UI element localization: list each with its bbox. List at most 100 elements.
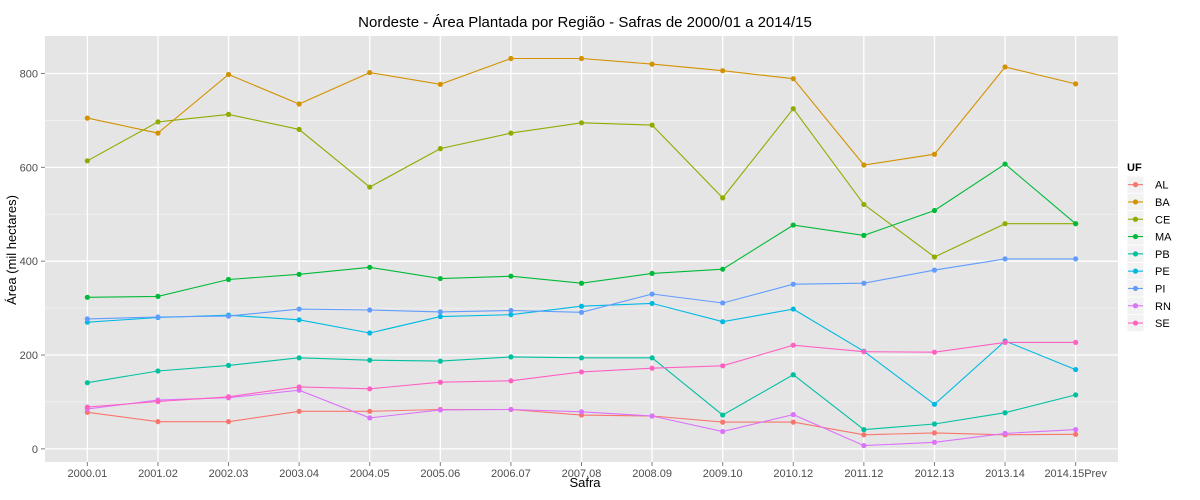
data-point-pi <box>578 309 585 315</box>
x-tick-label: 2004.05 <box>350 468 390 480</box>
data-point-al <box>720 419 726 425</box>
legend-label-al: AL <box>1155 180 1168 192</box>
data-point-ce <box>861 201 867 208</box>
data-point-al <box>296 408 302 414</box>
legend-label-pi: PI <box>1155 283 1165 295</box>
data-point-ba <box>1002 64 1008 70</box>
data-point-ma <box>296 271 302 277</box>
data-point-pi <box>649 291 655 297</box>
data-point-se <box>155 398 161 405</box>
x-tick-label: 2008.09 <box>632 468 672 480</box>
data-point-ma <box>1073 221 1079 227</box>
data-point-ce <box>931 254 938 260</box>
legend-key-point <box>1132 233 1139 240</box>
data-point-se <box>720 363 726 369</box>
x-tick-label: 2005.06 <box>420 468 460 480</box>
x-tick-label: 2002.03 <box>209 468 249 480</box>
x-tick-label: 2000.01 <box>67 468 107 480</box>
data-point-ma <box>84 294 90 300</box>
data-point-ba <box>578 55 585 62</box>
data-point-ce <box>437 145 443 152</box>
major-gridlines <box>45 36 1118 462</box>
data-point-rn <box>508 406 514 413</box>
data-point-ce <box>508 130 514 136</box>
data-point-se <box>225 394 232 400</box>
legend-label-ma: MA <box>1155 232 1172 244</box>
data-point-se <box>508 378 514 384</box>
data-point-ma <box>508 273 514 279</box>
data-point-pb <box>84 380 90 386</box>
legend-key-point <box>1132 251 1139 257</box>
data-point-pi <box>861 280 867 286</box>
data-point-ce <box>367 184 373 190</box>
x-tick-label: 2014.15Prev <box>1044 468 1107 480</box>
data-point-pb <box>649 355 655 361</box>
data-point-al <box>1073 431 1079 437</box>
data-point-pb <box>367 357 373 363</box>
data-point-pb <box>861 427 867 433</box>
data-point-rn <box>720 428 726 435</box>
data-point-pb <box>1073 392 1079 398</box>
data-point-ba <box>649 61 655 67</box>
data-point-al <box>931 430 938 436</box>
data-point-ce <box>225 111 232 117</box>
data-point-ma <box>155 293 161 299</box>
legend-key-point <box>1132 320 1139 326</box>
data-point-se <box>790 342 796 348</box>
data-point-ba <box>437 81 443 87</box>
data-point-se <box>931 349 938 355</box>
data-point-se <box>1073 339 1079 345</box>
x-tick-label: 2006.07 <box>491 468 531 480</box>
x-tick-label: 2011.12 <box>844 468 883 480</box>
data-point-pi <box>508 307 514 314</box>
data-point-rn <box>1002 430 1008 436</box>
data-point-pe <box>931 401 938 407</box>
data-point-se <box>437 379 443 385</box>
y-tick-label: 200 <box>20 350 38 362</box>
data-point-rn <box>931 439 938 445</box>
data-point-rn <box>790 412 796 418</box>
x-tick-label: 2010.12 <box>773 468 813 480</box>
data-point-pb <box>1002 410 1008 416</box>
data-point-ma <box>225 276 232 283</box>
data-point-ba <box>861 162 867 168</box>
data-point-se <box>367 386 373 392</box>
y-axis-title: Área (mil hectares) <box>4 195 19 305</box>
x-tick-label: 2009.10 <box>703 468 743 480</box>
data-point-ce <box>84 158 90 164</box>
data-point-al <box>790 419 796 425</box>
data-point-al <box>367 408 373 414</box>
data-point-ma <box>578 280 585 286</box>
legend-key-point <box>1132 199 1139 205</box>
data-point-rn <box>649 413 655 419</box>
data-point-ba <box>931 151 938 157</box>
legend-key-point <box>1132 216 1139 222</box>
data-point-ce <box>155 119 161 125</box>
data-point-ma <box>437 275 443 282</box>
legend-key-point <box>1132 268 1139 274</box>
data-point-pb <box>296 355 302 361</box>
y-axis: 0 200 400 600 800 <box>20 69 45 456</box>
data-point-pe <box>367 330 373 336</box>
x-axis-title: Safra <box>569 475 601 490</box>
data-point-pi <box>1002 256 1008 262</box>
data-point-pb <box>790 372 796 378</box>
data-point-pi <box>367 307 373 313</box>
data-point-ma <box>931 207 938 214</box>
y-tick-label: 600 <box>20 162 38 174</box>
data-point-pb <box>508 354 514 360</box>
data-point-se <box>1002 339 1008 345</box>
data-point-pi <box>437 309 443 315</box>
data-point-pi <box>720 300 726 306</box>
legend: UF AL BA CE MA PB PE PI RN SE <box>1126 162 1172 333</box>
x-tick-label: 2003.04 <box>279 468 319 480</box>
data-point-se <box>578 369 585 375</box>
data-point-pi <box>84 316 90 322</box>
legend-label-se: SE <box>1155 318 1170 330</box>
data-point-ba <box>296 101 302 107</box>
data-point-ba <box>84 115 90 121</box>
data-point-pi <box>296 306 302 312</box>
legend-key-point <box>1132 303 1139 309</box>
legend-key-point <box>1132 182 1139 188</box>
